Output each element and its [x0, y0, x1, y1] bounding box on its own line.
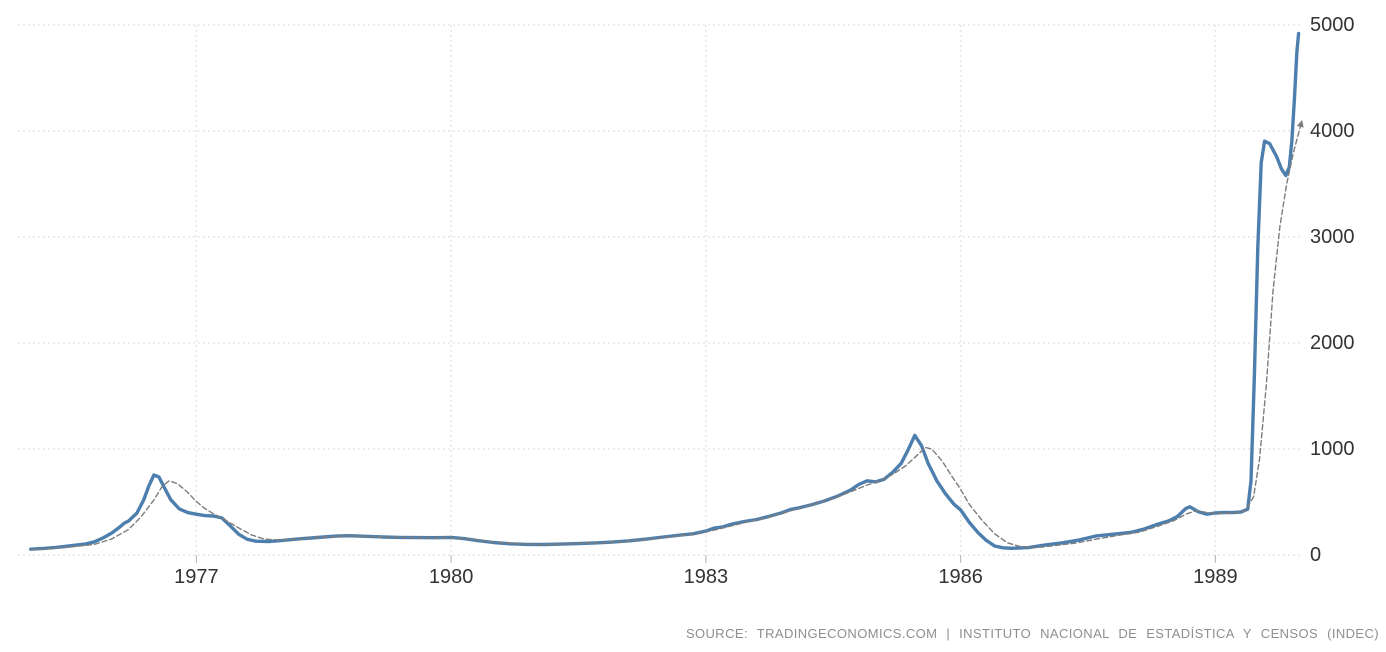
- x-axis-label-1983: 1983: [684, 566, 729, 588]
- series-inflation-rate-smoothed-line: [30, 126, 1301, 551]
- series-inflation-rate-smoothed-arrowhead-icon: [1296, 119, 1304, 128]
- y-axis-label-0: 0: [1310, 544, 1321, 566]
- y-axis-label-2000: 2000: [1310, 332, 1355, 354]
- source-attribution: SOURCE: TRADINGECONOMICS.COM | INSTITUTO…: [685, 626, 1379, 641]
- y-axis-label-1000: 1000: [1310, 438, 1355, 460]
- y-axis-label-5000: 5000: [1310, 14, 1355, 36]
- x-axis-label-1980: 1980: [429, 566, 474, 588]
- y-axis-label-3000: 3000: [1310, 226, 1355, 248]
- x-axis-label-1986: 1986: [938, 566, 983, 588]
- series-inflation-rate-actual-line: [29, 31, 1301, 551]
- y-axis-label-4000: 4000: [1310, 120, 1355, 142]
- x-axis-label-1989: 1989: [1193, 566, 1238, 588]
- x-axis-label-1977: 1977: [174, 566, 219, 588]
